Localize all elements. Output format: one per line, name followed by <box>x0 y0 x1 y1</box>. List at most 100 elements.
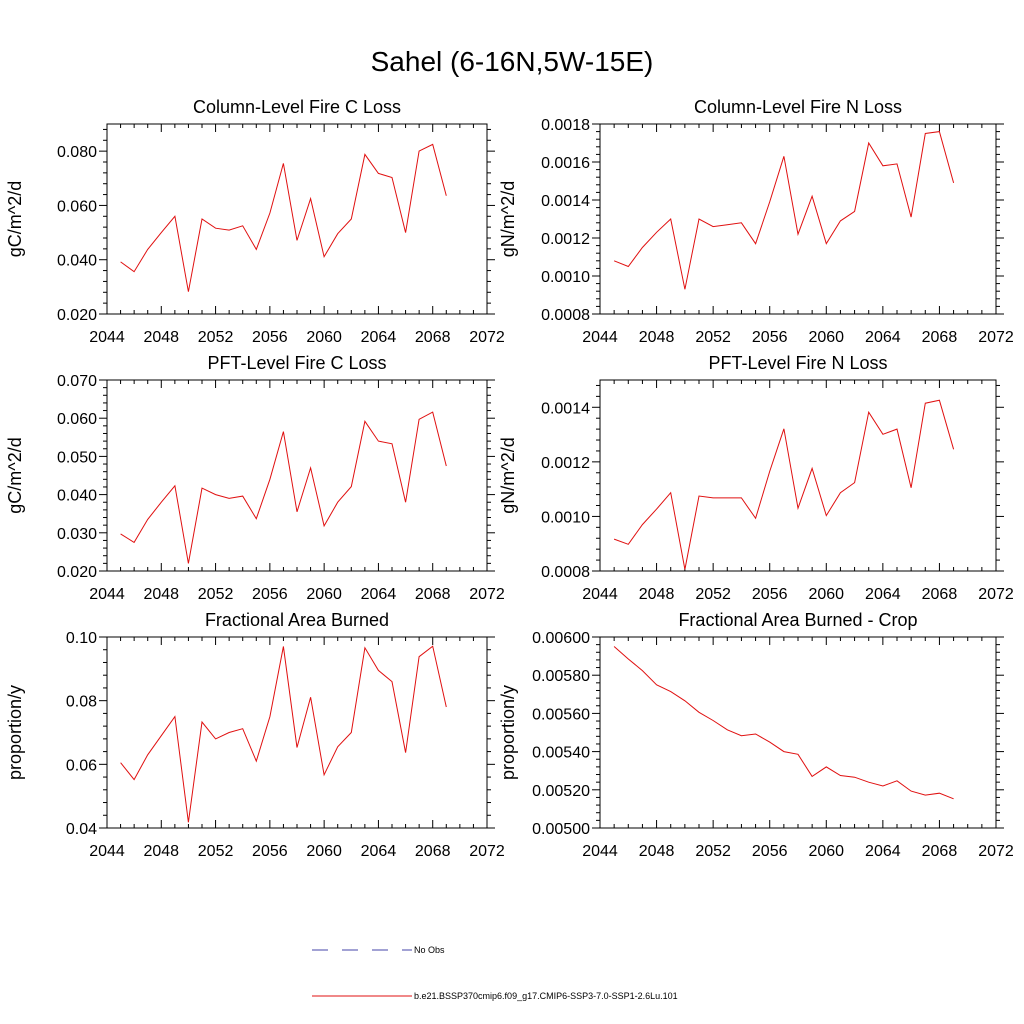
chart-panel-3: PFT-Level Fire C Loss gC/m^2/d 2044 2048 205… <box>5 353 505 603</box>
y-tick-label: 0.030 <box>57 526 97 543</box>
y-tick-label: 0.070 <box>57 373 97 390</box>
panel-title: Fractional Area Burned - Crop <box>678 610 917 630</box>
y-axis-label: gC/m^2/d <box>5 181 25 257</box>
x-tick-label: 2048 <box>639 329 675 346</box>
x-tick-label: 2048 <box>143 586 179 603</box>
panel-title: Column-Level Fire C Loss <box>193 97 401 117</box>
y-axis-label: proportion/y <box>498 685 518 780</box>
y-tick-label: 0.00600 <box>532 630 590 647</box>
y-tick-label: 0.040 <box>57 488 97 505</box>
x-tick-label: 2052 <box>695 586 731 603</box>
x-tick-label: 2048 <box>639 586 675 603</box>
x-tick-label: 2052 <box>198 843 234 860</box>
x-tick-label: 2072 <box>469 329 505 346</box>
plot-frame <box>599 636 997 829</box>
legend: No Obs b.e21.BSSP370cmip6.f09_g17.CMIP6-… <box>312 945 678 1001</box>
y-tick-label: 0.00500 <box>532 821 590 838</box>
y-axis-label: gN/m^2/d <box>498 437 518 513</box>
chart-panel-6: Fractional Area Burned - Crop proportion/… <box>498 610 1014 860</box>
x-tick-label: 2068 <box>922 843 958 860</box>
y-tick-label: 0.08 <box>66 694 97 711</box>
chart-panel-2: Column-Level Fire N Loss gN/m^2/d 2044 2048… <box>498 97 1014 346</box>
series-line <box>120 411 447 564</box>
x-tick-label: 2056 <box>752 843 788 860</box>
y-tick-label: 0.10 <box>66 630 97 647</box>
y-tick-label: 0.0012 <box>541 231 590 248</box>
y-axis-label: gC/m^2/d <box>5 437 25 513</box>
y-tick-label: 0.0008 <box>541 307 590 324</box>
x-tick-label: 2044 <box>582 843 618 860</box>
panel-title: PFT-Level Fire N Loss <box>708 353 887 373</box>
plot-frame <box>106 123 488 315</box>
x-tick-label: 2072 <box>469 843 505 860</box>
x-tick-label: 2056 <box>252 586 288 603</box>
plot-frame <box>106 379 488 572</box>
y-tick-label: 0.0014 <box>541 400 590 417</box>
x-tick-label: 2072 <box>978 329 1014 346</box>
y-tick-label: 0.0012 <box>541 455 590 472</box>
x-tick-label: 2048 <box>143 329 179 346</box>
panel-title: Fractional Area Burned <box>205 610 389 630</box>
x-tick-label: 2044 <box>582 329 618 346</box>
series-line <box>613 399 955 570</box>
x-tick-label: 2068 <box>922 586 958 603</box>
x-tick-label: 2052 <box>198 586 234 603</box>
y-tick-label: 0.0010 <box>541 509 590 526</box>
x-tick-label: 2072 <box>978 843 1014 860</box>
x-tick-label: 2052 <box>198 329 234 346</box>
x-tick-label: 2060 <box>808 843 844 860</box>
x-tick-label: 2044 <box>89 586 125 603</box>
chart-panel-5: Fractional Area Burned proportion/y 2044 20… <box>5 610 505 860</box>
x-tick-label: 2064 <box>865 329 901 346</box>
panel-title: PFT-Level Fire C Loss <box>207 353 386 373</box>
x-tick-label: 2048 <box>639 843 675 860</box>
y-axis-label: proportion/y <box>5 685 25 780</box>
y-tick-label: 0.0018 <box>541 117 590 134</box>
legend-nobs-label: No Obs <box>414 945 445 955</box>
series-line <box>613 646 954 800</box>
y-tick-label: 0.0014 <box>541 193 590 210</box>
y-tick-label: 0.060 <box>57 198 97 215</box>
plot-frame <box>106 636 488 829</box>
y-tick-label: 0.00560 <box>532 706 590 723</box>
x-tick-label: 2052 <box>695 843 731 860</box>
series-line <box>613 131 955 290</box>
chart-panel-4: PFT-Level Fire N Loss gN/m^2/d 2044 2048 205… <box>498 353 1014 603</box>
y-tick-label: 0.06 <box>66 757 97 774</box>
chart-panel-1: Column-Level Fire C Loss gC/m^2/d 2044 2048… <box>5 97 505 346</box>
x-tick-label: 2056 <box>252 329 288 346</box>
legend-series-label: b.e21.BSSP370cmip6.f09_g17.CMIP6-SSP3-7.… <box>414 991 678 1001</box>
x-tick-label: 2064 <box>361 843 397 860</box>
plot-frame <box>599 379 997 572</box>
x-tick-label: 2072 <box>978 586 1014 603</box>
x-tick-label: 2064 <box>361 586 397 603</box>
figure-title: Sahel (6-16N,5W-15E) <box>370 46 654 77</box>
y-tick-label: 0.050 <box>57 449 97 466</box>
x-tick-label: 2068 <box>415 843 451 860</box>
y-tick-label: 0.00580 <box>532 668 590 685</box>
x-tick-label: 2068 <box>415 329 451 346</box>
x-tick-label: 2068 <box>415 586 451 603</box>
x-tick-label: 2044 <box>89 329 125 346</box>
x-tick-label: 2064 <box>361 329 397 346</box>
x-tick-label: 2064 <box>865 843 901 860</box>
y-tick-label: 0.0016 <box>541 155 590 172</box>
y-tick-label: 0.00540 <box>532 745 590 762</box>
x-tick-label: 2056 <box>752 329 788 346</box>
y-tick-label: 0.040 <box>57 253 97 270</box>
x-tick-label: 2052 <box>695 329 731 346</box>
y-tick-label: 0.080 <box>57 144 97 161</box>
y-tick-label: 0.020 <box>57 564 97 581</box>
x-tick-label: 2056 <box>252 843 288 860</box>
plot-frame <box>599 123 997 315</box>
y-tick-label: 0.0010 <box>541 269 590 286</box>
panel-title: Column-Level Fire N Loss <box>694 97 902 117</box>
x-tick-label: 2056 <box>752 586 788 603</box>
x-tick-label: 2060 <box>306 843 342 860</box>
x-tick-label: 2044 <box>89 843 125 860</box>
y-tick-label: 0.04 <box>66 821 97 838</box>
y-tick-label: 0.0008 <box>541 564 590 581</box>
x-tick-label: 2064 <box>865 586 901 603</box>
x-tick-label: 2068 <box>922 329 958 346</box>
y-axis-label: gN/m^2/d <box>498 181 518 257</box>
